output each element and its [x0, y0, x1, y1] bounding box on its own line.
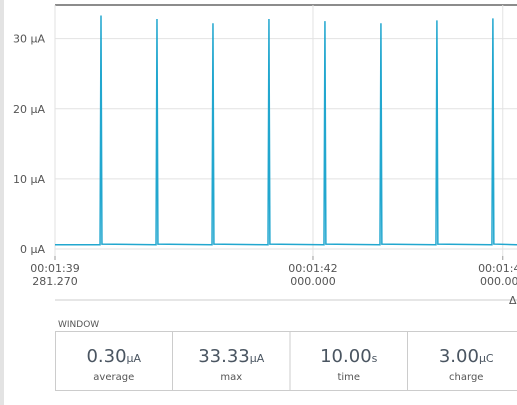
- left-border: [0, 0, 4, 405]
- x-tick-label: 00:01:42: [288, 262, 337, 275]
- x-tick-label: 000.000: [290, 275, 336, 288]
- stat-label: time: [337, 372, 360, 383]
- y-tick-label: 0 µA: [20, 243, 45, 256]
- stat-value: 33.33µA: [198, 346, 265, 367]
- stat-label: max: [220, 372, 242, 383]
- stat-unit: µC: [479, 352, 494, 365]
- stat-number: 3.00: [439, 346, 479, 367]
- x-tick-label: 00:01:39: [30, 262, 79, 275]
- stat-unit: µA: [127, 352, 142, 365]
- stat-value: 10.00s: [320, 346, 378, 367]
- stat-value: 0.30µA: [86, 346, 141, 367]
- stat-label: charge: [449, 372, 483, 383]
- data-line: [55, 15, 517, 246]
- x-tick-label: 281.270: [32, 275, 78, 288]
- stat-value: 3.00µC: [439, 346, 494, 367]
- stat-number: 0.30: [86, 346, 126, 367]
- stat-label: average: [93, 372, 134, 383]
- y-tick-label: 20 µA: [13, 103, 45, 116]
- x-tick-label: 00:01:44: [478, 262, 517, 275]
- stat-number: 33.33: [198, 346, 250, 367]
- stat-number: 10.00: [320, 346, 372, 367]
- y-tick-label: 10 µA: [13, 173, 45, 186]
- window-title: WINDOW: [58, 320, 99, 330]
- stats: 0.30µAaverage33.33µAmax10.00stime3.00µCc…: [86, 331, 494, 390]
- y-tick-label: 30 µA: [13, 33, 45, 46]
- delta: Δ: [509, 294, 517, 307]
- stat-unit: s: [372, 352, 378, 365]
- stat-unit: µA: [250, 352, 265, 365]
- x-tick-label: 000.000: [480, 275, 517, 288]
